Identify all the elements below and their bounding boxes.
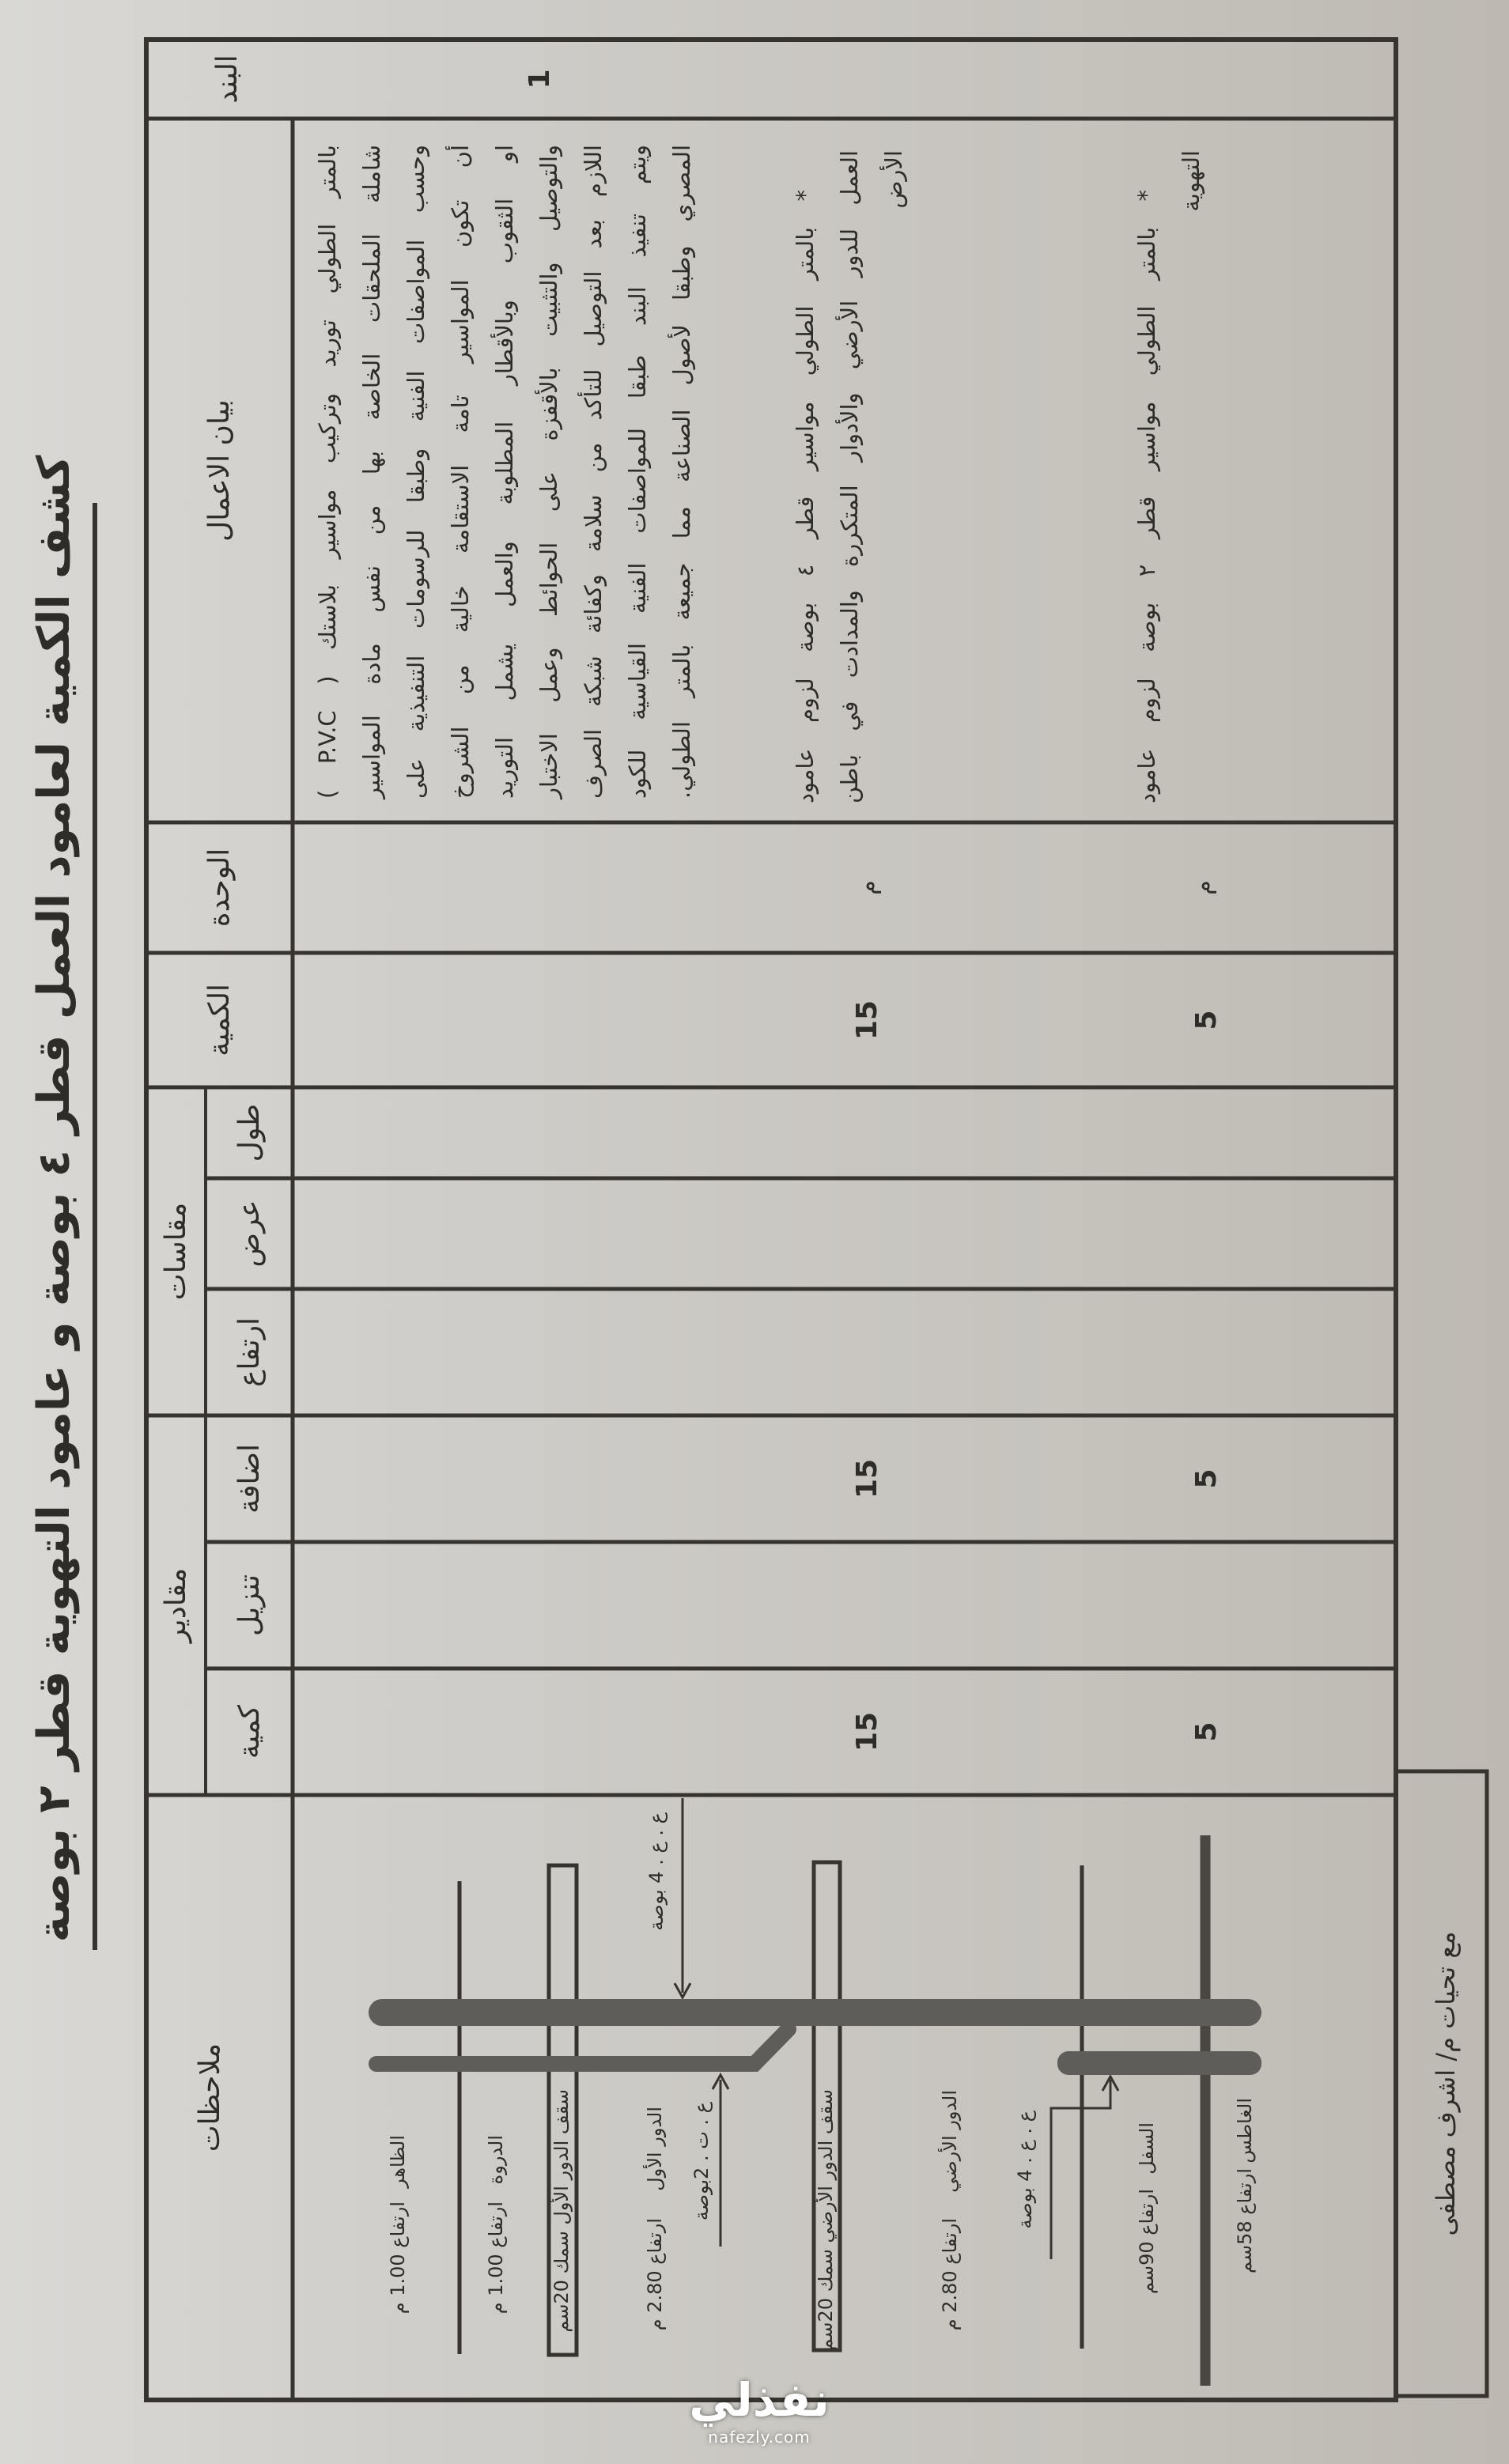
header-width: عرض — [233, 1200, 266, 1268]
row-3-addition: 5 — [1190, 1468, 1223, 1489]
arrow-head-icon — [673, 1982, 692, 2001]
header-addition: اضافة — [233, 1443, 266, 1514]
row-2-unit: م — [854, 880, 882, 895]
level-value: ارتفاع 2.80 م — [644, 2218, 666, 2331]
description-line: شاملة الملحقات الخاصة بها من نفس مادة ال… — [358, 145, 385, 799]
row-2-amount-qty: 15 — [851, 1711, 883, 1752]
row-2-description: * بالمتر الطولي مواسير قطر ٤ بوصة لزوم ع… — [783, 150, 916, 803]
lower-stack-label: ع . ع . 4 بوصة — [1014, 2111, 1036, 2229]
header-height: ارتفاع — [233, 1317, 266, 1388]
level-name: الدور الأول — [644, 2107, 666, 2191]
watermark-logo: نفذلي nafezly.com — [664, 2372, 854, 2447]
soil-stack-pipe — [369, 1999, 1261, 2026]
lower-stack-arrow-line — [1049, 2080, 1112, 2259]
arrow-head-icon — [1101, 2073, 1120, 2092]
level-value: ارتفاع 90سم — [1136, 2189, 1158, 2294]
row-2-addition: 15 — [851, 1458, 883, 1499]
header-description: بيان الاعمال — [203, 399, 236, 542]
header-unit: الوحدة — [203, 848, 236, 928]
level-value: ارتفاع 1.00 م — [485, 2201, 507, 2315]
item-number: 1 — [524, 69, 556, 89]
description-line: العمل للدور الأرضي والأدوار المتكررة وال… — [836, 150, 863, 803]
ground-floor-slab — [811, 1860, 842, 2353]
table-outer-border — [144, 37, 1398, 2402]
description-line: اللازم بعد التوصيل للتأكد من سلامة وكفائ… — [580, 145, 607, 799]
description-line: التهوية — [1178, 150, 1205, 212]
description-line: * بالمتر الطولي مواسير قطر ٤ بوصة لزوم ع… — [792, 190, 819, 803]
row-2-quantity: 15 — [851, 1000, 883, 1041]
row-3-unit: م — [1189, 880, 1217, 895]
level-name: الدور الأرضي — [939, 2090, 961, 2193]
level-value: ارتفاع 58سم — [1234, 2168, 1256, 2273]
level-name: السفل — [1136, 2122, 1158, 2175]
vent-stack-pipe — [369, 2021, 796, 2072]
lower-stack-pipe — [1057, 2051, 1261, 2075]
header-length: طول — [233, 1103, 266, 1162]
header-amounts: مقادير — [160, 1567, 192, 1643]
header-item: البند — [211, 55, 244, 104]
header-amount-qty: كمية — [233, 1704, 266, 1759]
header-measurements: مقاسات — [160, 1202, 192, 1301]
description-line: المصري وطبقا لأصول الصناعة مما جميعة بال… — [668, 145, 695, 799]
header-quantity: الكمية — [203, 984, 236, 1056]
soil-stack-label: ع . ع . 4 بوصة — [645, 1812, 668, 1931]
description-line: والتوصيل والتثبيت بالأقفزة على الحوائط و… — [535, 145, 562, 799]
level-name: الظاهر — [387, 2135, 409, 2188]
description-line: الأرض — [880, 150, 907, 209]
signature-footer: مع تحيات م/ اشرف مصطفى — [1430, 1931, 1461, 2236]
row-3-amount-qty: 5 — [1190, 1721, 1223, 1742]
header-deduction: تنزيل — [233, 1574, 266, 1637]
level-name: الغاطس — [1234, 2098, 1256, 2164]
slab-label: سقف الدور الأرضي سمك 20سم — [815, 2089, 837, 2351]
description-line: أن تكون المواسير تامة الاستقامة خالية من… — [447, 145, 474, 799]
vent-stack-label: ع . ت . 2بوصة — [690, 2102, 713, 2221]
description-line: * بالمتر الطولي مواسير قطر ٢ بوصة لزوم ع… — [1133, 190, 1160, 803]
description-line: وحسب المواصفات الفنية وطبقا للرسومات الت… — [403, 145, 429, 799]
description-line: بالمتر الطولي توريد وتركيب مواسير بلاستك… — [314, 145, 341, 799]
page-title: كشف الكمية لعامود العمل قطر ٤ بوصة و عام… — [28, 455, 80, 1943]
level-name: الدروة — [485, 2135, 507, 2185]
row-3-description: * بالمتر الطولي مواسير قطر ٢ بوصة لزوم ع… — [1125, 150, 1213, 803]
description-line: ويتم تنفيذ البند طبقا للمواصفات الفنية ا… — [624, 145, 651, 799]
watermark-site: nafezly.com — [708, 2428, 811, 2447]
slab-label: سقف الدور الأول سمك 20سم — [550, 2089, 573, 2333]
first-floor-slab — [546, 1863, 579, 2357]
level-value: ارتفاع 1.00 م — [387, 2201, 409, 2315]
header-notes: ملاحظات — [193, 2043, 226, 2152]
row-1-description: بالمتر الطولي توريد وتركيب مواسير بلاستك… — [305, 145, 704, 799]
arrow-head-icon — [711, 2072, 730, 2090]
row-3-quantity: 5 — [1190, 1010, 1223, 1030]
watermark-logo-text: نفذلي — [689, 2373, 830, 2427]
footer-box — [1394, 1769, 1489, 2398]
level-value: ارتفاع 2.80 م — [939, 2218, 961, 2331]
description-line: او الثقوب وبالأقطار المطلوبة والعمل يشمل… — [491, 145, 518, 799]
